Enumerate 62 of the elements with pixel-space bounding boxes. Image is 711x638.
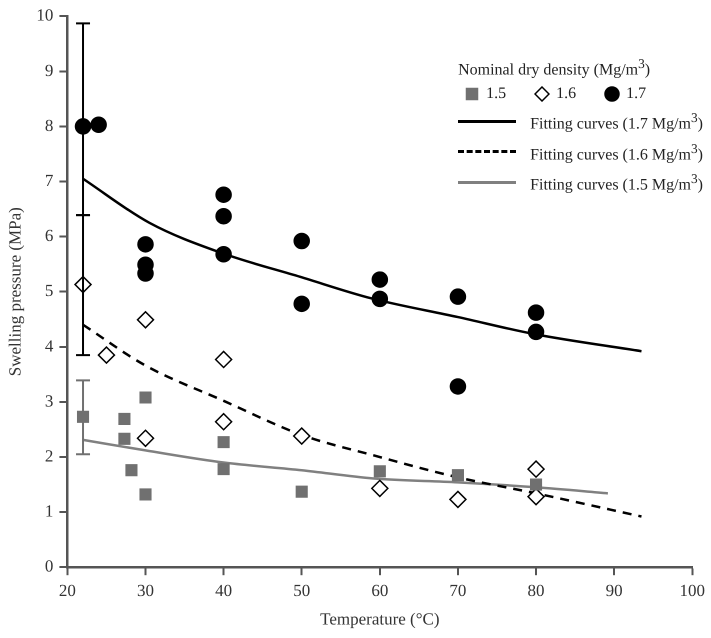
point: [215, 186, 232, 203]
point: [136, 311, 154, 329]
y-tick-label: 1: [44, 502, 54, 521]
point: [137, 236, 154, 253]
x-tick-label: 60: [371, 580, 388, 600]
point: [118, 412, 130, 426]
point: [214, 350, 232, 368]
y-tick-label: 6: [44, 226, 54, 246]
point: [90, 116, 107, 133]
point: [528, 324, 544, 340]
x-tick-label: 70: [449, 580, 466, 600]
y-tick-label: 8: [44, 116, 54, 135]
x-tick-label: 100: [680, 580, 705, 600]
y-tick-label: 3: [44, 391, 54, 410]
point: [449, 490, 467, 508]
point: [374, 465, 386, 478]
y-tick-label: 5: [44, 281, 54, 300]
point: [293, 232, 310, 250]
point: [450, 288, 466, 305]
legend-label: 1.7: [626, 84, 646, 104]
point: [215, 246, 232, 262]
legend-label: 1.5: [486, 84, 506, 104]
y-tick-label: 0: [44, 556, 54, 576]
x-tick-label: 20: [58, 580, 76, 600]
legend-title: Nominal dry density (Mg/m$^{3}$): [458, 55, 652, 80]
y-axis-title: Swelling pressure (MPa): [6, 207, 25, 376]
legend-label: 1.6: [556, 84, 576, 104]
point: [527, 460, 545, 478]
y-tick-label: 10: [36, 6, 54, 25]
y-tick-label: 9: [44, 60, 54, 80]
point: [371, 480, 389, 498]
point: [530, 478, 542, 491]
y-tick-label: 4: [44, 336, 54, 356]
y-tick-label: 2: [44, 446, 54, 466]
x-tick-label: 50: [293, 580, 310, 600]
point: [136, 430, 154, 448]
point: [293, 296, 310, 312]
point: [139, 488, 152, 501]
x-tick-label: 90: [606, 580, 623, 600]
point: [218, 463, 230, 476]
point: [372, 271, 388, 288]
point: [98, 346, 116, 364]
point: [125, 464, 138, 476]
point: [214, 412, 232, 430]
point: [372, 290, 388, 308]
y-tick-label: 7: [44, 170, 54, 190]
legend-label: Fitting curves (1.6 Mg/m$^{3}$): [530, 140, 703, 165]
x-tick-label: 30: [137, 580, 154, 600]
x-tick-label: 40: [215, 580, 232, 600]
point: [118, 432, 130, 445]
point: [452, 469, 464, 482]
point: [292, 427, 310, 445]
x-axis-title: Temperature (°C): [320, 609, 440, 628]
point: [218, 436, 230, 448]
point: [296, 486, 308, 498]
legend-label: Fitting curves (1.7 Mg/m$^{3}$): [530, 109, 703, 135]
point: [215, 208, 232, 224]
point: [139, 391, 152, 404]
point: [528, 304, 544, 321]
legend-label: Fitting curves (1.5 Mg/m$^{3}$): [530, 170, 703, 196]
point: [450, 378, 466, 395]
x-tick-label: 80: [528, 580, 545, 600]
